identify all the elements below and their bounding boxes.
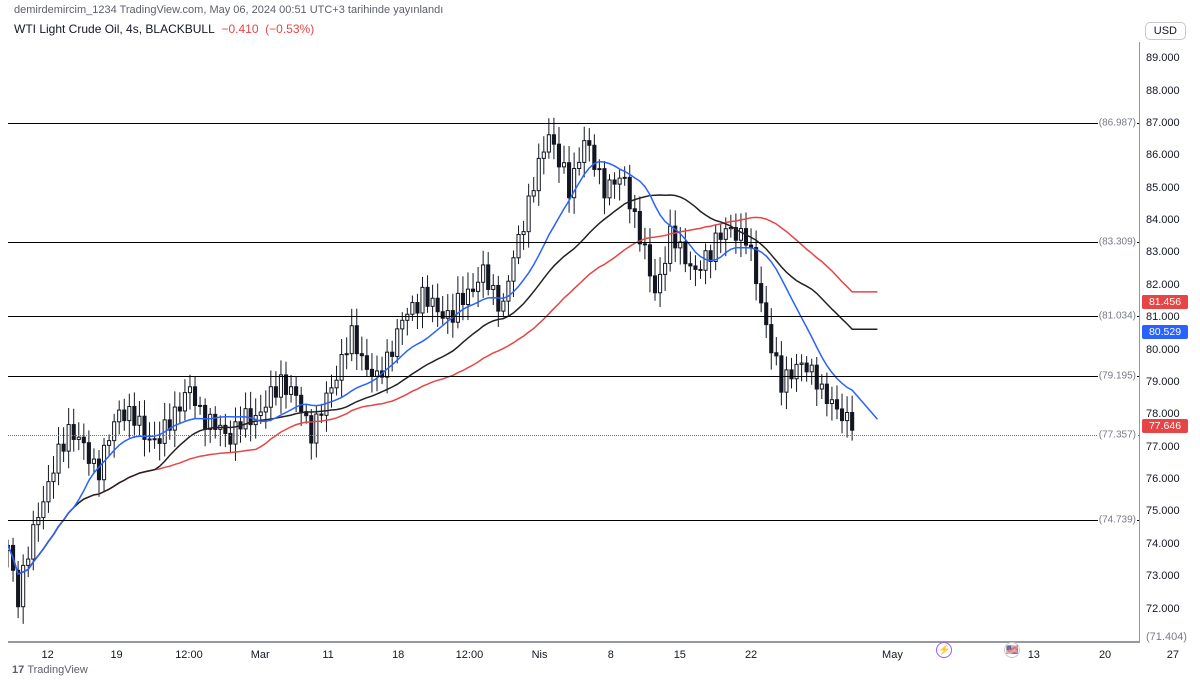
- hline-label: (86.987): [1098, 118, 1137, 129]
- price-chart[interactable]: (86.987) (83.309) (81.034) (79.195) (77.357)…: [8, 42, 1140, 642]
- y-tick: 89.000: [1146, 52, 1180, 64]
- y-tick: 73.000: [1146, 570, 1180, 582]
- change-pct: (−0.53%): [265, 22, 314, 36]
- y-tick: 82.000: [1146, 279, 1180, 291]
- y-tick: 81.000: [1146, 311, 1180, 323]
- symbol-bar: WTI Light Crude Oil, 4s, BLACKBULL −0.41…: [14, 22, 314, 36]
- hline-label: (83.309): [1098, 237, 1137, 248]
- y-tick: 72.000: [1146, 603, 1180, 615]
- currency-badge[interactable]: USD: [1145, 22, 1186, 40]
- event-flag-icon[interactable]: 🇺🇸: [1004, 642, 1020, 658]
- hline-label: (79.195): [1098, 370, 1137, 381]
- x-tick: Mar: [251, 649, 270, 661]
- y-tick: (71.404): [1146, 631, 1187, 643]
- x-tick: 12:00: [456, 649, 484, 661]
- x-tick: Nis: [532, 649, 548, 661]
- event-bolt-icon[interactable]: ⚡: [936, 642, 952, 658]
- y-tick: 85.000: [1146, 182, 1180, 194]
- horizontal-line[interactable]: [8, 316, 1139, 317]
- y-tick: 74.000: [1146, 538, 1180, 550]
- y-tick: 76.000: [1146, 473, 1180, 485]
- x-tick: 13: [1028, 649, 1040, 661]
- hline-label: (81.034): [1098, 311, 1137, 322]
- tradingview-watermark: 17 TradingView: [12, 664, 88, 676]
- horizontal-line[interactable]: [8, 520, 1139, 521]
- price-badge: 80.529: [1142, 325, 1188, 339]
- x-tick: 18: [392, 649, 404, 661]
- y-tick: 87.000: [1146, 117, 1180, 129]
- x-tick: May: [882, 649, 903, 661]
- y-tick: 83.000: [1146, 246, 1180, 258]
- y-tick: 86.000: [1146, 149, 1180, 161]
- x-tick: 8: [608, 649, 614, 661]
- horizontal-line[interactable]: [8, 435, 1139, 436]
- publish-credits: demirdemircim_1234 TradingView.com, May …: [14, 4, 443, 16]
- x-tick: 11: [322, 649, 333, 661]
- x-tick: 19: [110, 649, 122, 661]
- x-tick: 27: [1167, 649, 1179, 661]
- x-axis[interactable]: 121912:00Mar111812:00Nis81522May132027⚡🇺…: [8, 642, 1140, 682]
- y-tick: 75.000: [1146, 505, 1180, 517]
- x-tick: 12: [41, 649, 53, 661]
- symbol-tf: 4s: [126, 22, 139, 36]
- symbol-broker: BLACKBULL: [145, 22, 214, 36]
- symbol-name: WTI Light Crude Oil: [14, 22, 119, 36]
- horizontal-line[interactable]: [8, 242, 1139, 243]
- x-tick: 22: [745, 649, 757, 661]
- x-tick: 12:00: [175, 649, 203, 661]
- hline-label: (77.357): [1098, 430, 1137, 441]
- y-tick: 77.000: [1146, 441, 1180, 453]
- x-tick: 15: [674, 649, 686, 661]
- change-abs: −0.410: [221, 22, 258, 36]
- hline-label: (74.739): [1098, 514, 1137, 525]
- horizontal-line[interactable]: [8, 376, 1139, 377]
- price-badge: 77.646: [1142, 419, 1188, 433]
- y-tick: 84.000: [1146, 214, 1180, 226]
- chart-svg: [8, 42, 1139, 641]
- y-axis[interactable]: 89.000 88.000 87.000 86.000 85.000 84.000 83.0…: [1140, 42, 1200, 642]
- x-tick: 20: [1099, 649, 1111, 661]
- y-tick: 79.000: [1146, 376, 1180, 388]
- y-tick: 88.000: [1146, 85, 1180, 97]
- horizontal-line[interactable]: [8, 123, 1139, 124]
- y-tick: 80.000: [1146, 344, 1180, 356]
- price-badge: 81.456: [1142, 295, 1188, 309]
